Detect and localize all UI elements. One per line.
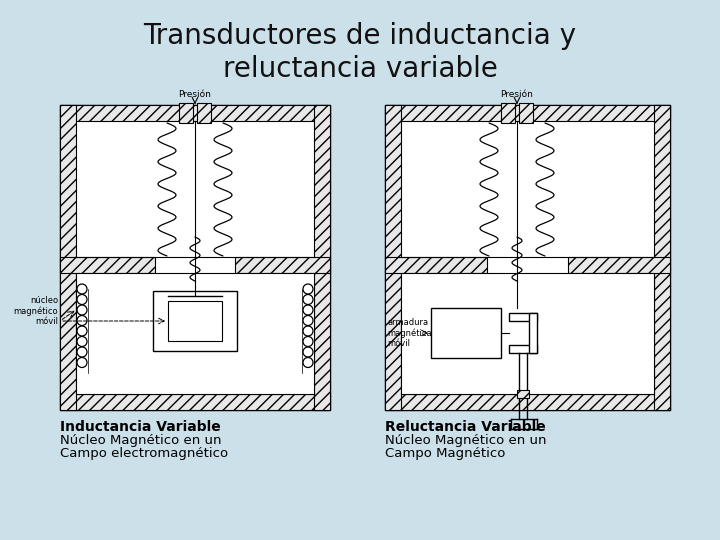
Bar: [60, 105, 330, 121]
Bar: [168, 301, 222, 341]
Bar: [385, 257, 487, 273]
Text: Reluctancia Variable: Reluctancia Variable: [385, 420, 546, 434]
Bar: [431, 308, 501, 358]
Text: Transductores de inductancia y: Transductores de inductancia y: [143, 22, 577, 50]
Text: núcleo
magnético
móvil: núcleo magnético móvil: [14, 296, 58, 326]
Bar: [385, 105, 670, 410]
Text: Núcleo Magnético en un: Núcleo Magnético en un: [60, 434, 222, 447]
Text: Presión: Presión: [179, 90, 212, 99]
Bar: [385, 394, 670, 410]
Bar: [60, 394, 330, 410]
Bar: [519, 103, 533, 123]
Bar: [517, 390, 529, 398]
Text: Presión: Presión: [500, 90, 534, 99]
Bar: [60, 257, 155, 273]
Bar: [509, 313, 537, 321]
Bar: [76, 273, 314, 394]
Text: Campo electromagnético: Campo electromagnético: [60, 447, 228, 460]
Bar: [179, 103, 193, 123]
Bar: [654, 105, 670, 410]
Bar: [401, 273, 654, 394]
Bar: [60, 105, 76, 410]
Bar: [235, 257, 330, 273]
Text: Campo Magnético: Campo Magnético: [385, 447, 505, 460]
Text: Núcleo Magnético en un: Núcleo Magnético en un: [385, 434, 546, 447]
Bar: [529, 313, 537, 353]
Bar: [501, 103, 515, 123]
Text: reluctancia variable: reluctancia variable: [222, 55, 498, 83]
Bar: [60, 105, 330, 410]
Bar: [153, 291, 237, 351]
Bar: [568, 257, 670, 273]
Bar: [385, 105, 670, 121]
Bar: [385, 105, 401, 410]
Text: armadura
magnética
móvil: armadura magnética móvil: [387, 318, 431, 348]
Text: Inductancia Variable: Inductancia Variable: [60, 420, 221, 434]
Bar: [314, 105, 330, 410]
Bar: [509, 345, 537, 353]
Bar: [197, 103, 211, 123]
